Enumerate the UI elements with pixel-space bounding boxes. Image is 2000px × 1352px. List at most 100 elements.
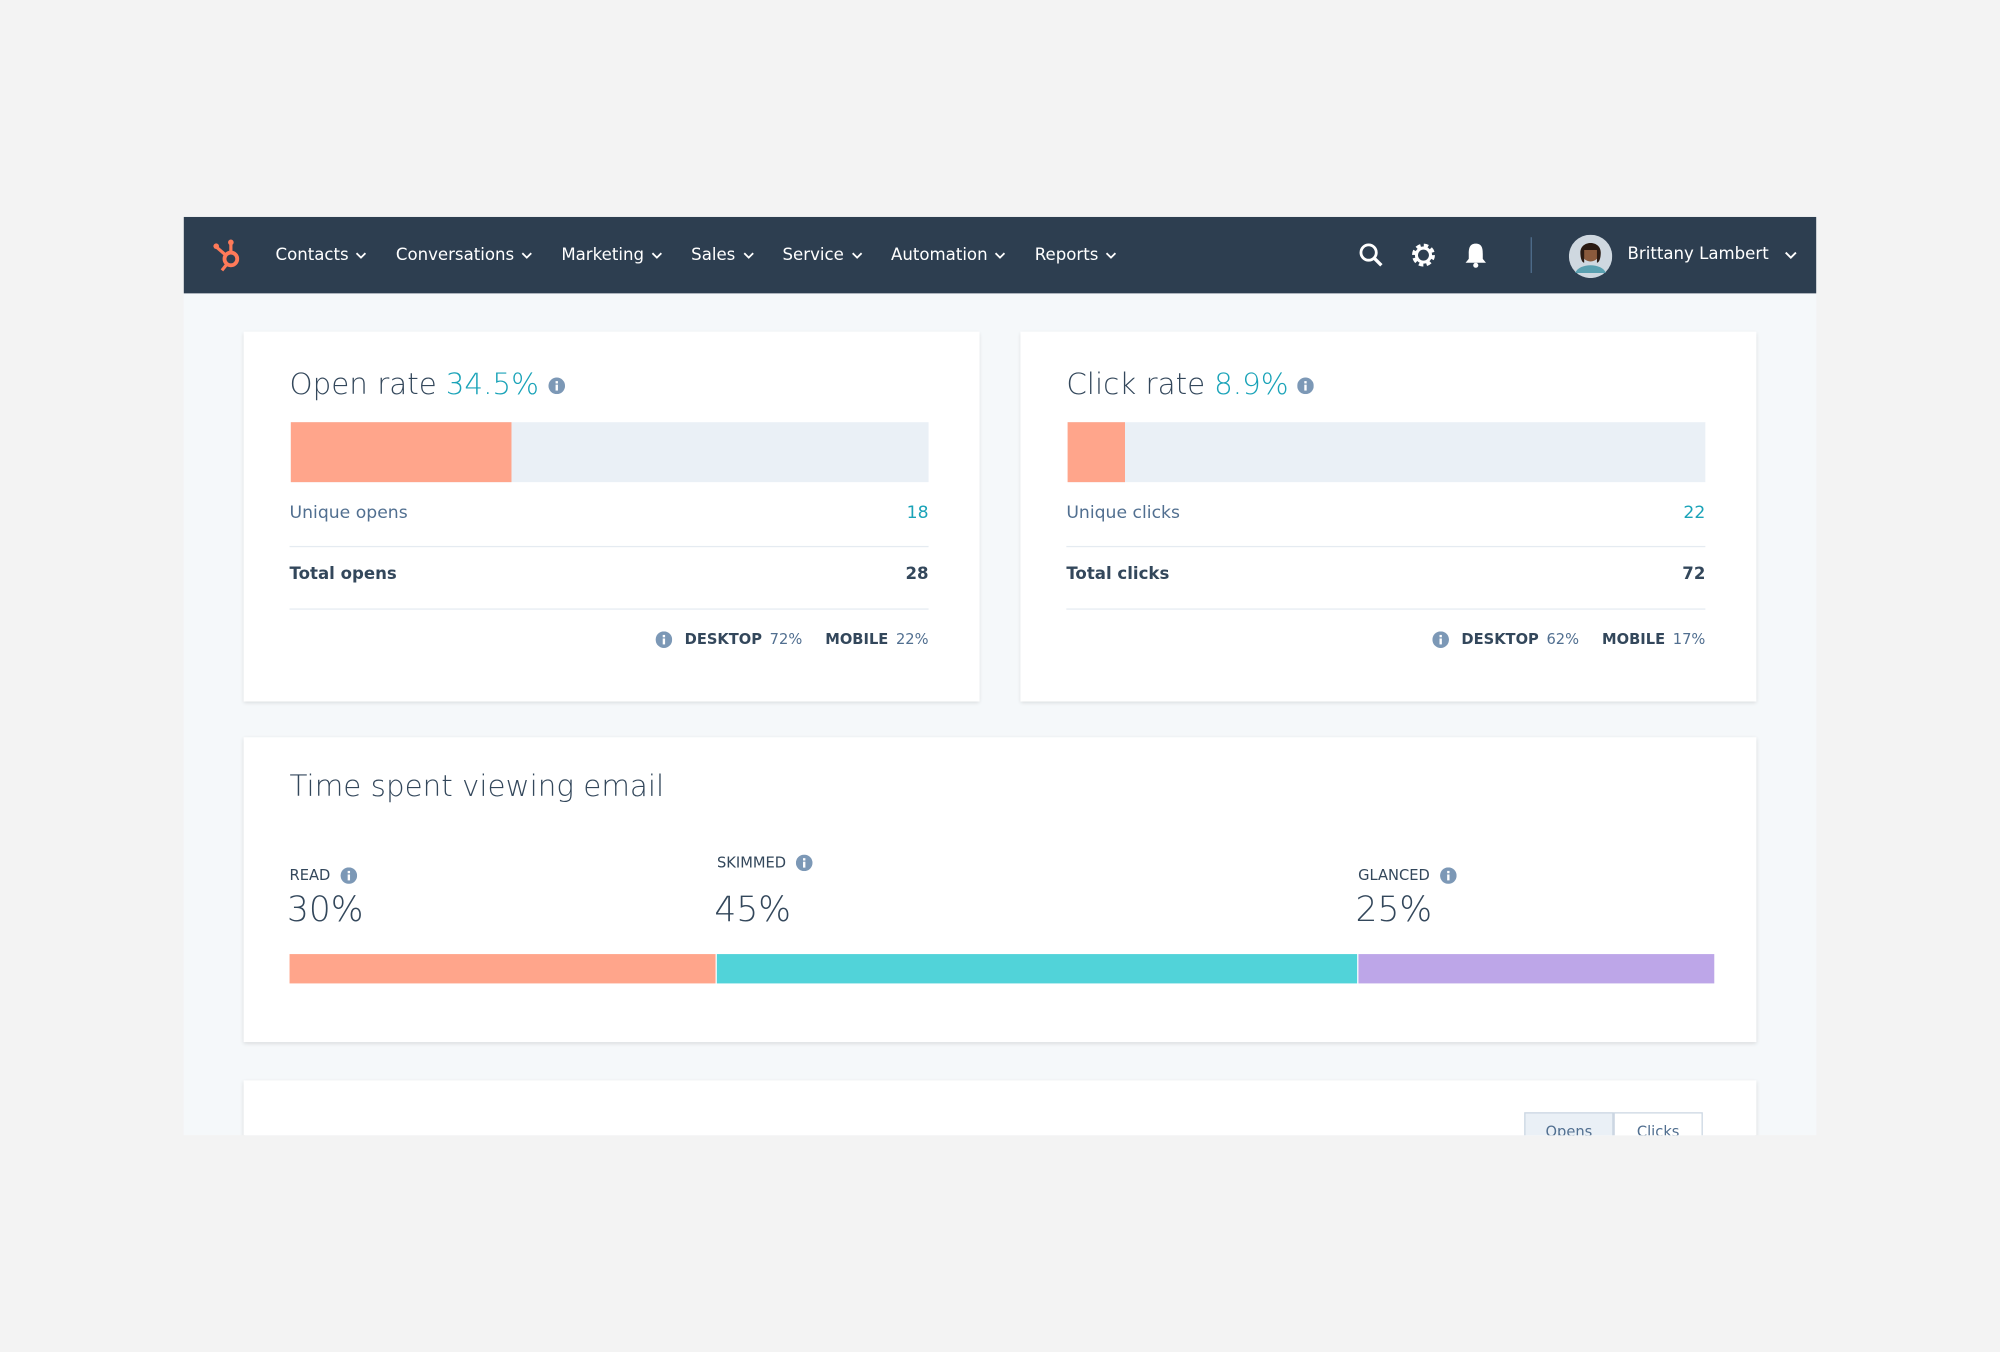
info-stem — [1304, 384, 1308, 390]
segment-value: 45% — [714, 890, 791, 930]
chevron-line — [651, 251, 662, 259]
rate-title: Open rate — [289, 368, 437, 402]
device-value: 72% — [769, 630, 803, 648]
device-stats: DESKTOP 62% MOBILE 17% — [1432, 630, 1705, 648]
device-value: 62% — [1546, 630, 1580, 648]
chevron — [995, 251, 1006, 259]
chevron-line — [521, 251, 533, 259]
rate-card: Open rate 34.5% Unique opens 18 Total opens 2… — [243, 331, 980, 702]
chevron-line — [851, 251, 862, 259]
time-spent-card: Time spent viewing email READ 30% SKIMMED 4… — [243, 737, 1757, 1043]
nav-item[interactable]: Sales — [691, 246, 754, 265]
info-icon[interactable] — [547, 376, 565, 394]
device-label: MOBILE — [1602, 630, 1666, 648]
chevron — [742, 251, 754, 259]
info-dot — [347, 870, 351, 873]
nav-label: Sales — [691, 245, 736, 265]
row-label: Total clicks — [1066, 565, 1170, 585]
nav-menu: Contacts Conversations Marketing Sales Servi… — [276, 217, 1118, 294]
segment-name: READ — [289, 866, 331, 884]
row-divider — [1066, 545, 1706, 548]
chevron-line — [1106, 251, 1117, 259]
chevron-line — [742, 251, 754, 259]
segment-label: SKIMMED — [717, 853, 813, 871]
nav-item[interactable]: Contacts — [276, 246, 368, 265]
card-title: Open rate 34.5% — [290, 369, 565, 402]
device-label: DESKTOP — [684, 630, 763, 648]
chevron — [851, 251, 862, 259]
nav-label: Conversations — [395, 245, 515, 265]
nav-divider — [1530, 237, 1532, 273]
card-title: Click rate 8.9% — [1066, 368, 1315, 402]
info-dot — [1304, 380, 1308, 383]
info-icon[interactable] — [1432, 630, 1449, 648]
nav-label: Service — [782, 245, 844, 265]
info-stem — [554, 384, 558, 390]
info-icon[interactable] — [1439, 866, 1457, 884]
info-dot — [1447, 870, 1450, 873]
user-name: Brittany Lambert — [1627, 244, 1769, 265]
nav-label: Automation — [891, 245, 988, 265]
rate-bar-track — [290, 422, 929, 483]
user-avatar[interactable] — [1568, 234, 1613, 279]
nav-item[interactable]: Reports — [1035, 246, 1118, 265]
row-divider — [1066, 608, 1706, 610]
nav-label: Contacts — [275, 245, 349, 265]
top-nav: Contacts Conversations Marketing Sales Servi… — [183, 216, 1817, 294]
info-stem — [662, 637, 665, 644]
chevron — [1784, 251, 1797, 259]
segment-name: GLANCED — [1358, 866, 1430, 884]
search-icon[interactable] — [1358, 242, 1384, 268]
device-label: DESKTOP — [1461, 630, 1539, 648]
rate-value: 8.9% — [1214, 368, 1289, 402]
segment-label: READ — [290, 866, 358, 884]
info-dot — [554, 380, 558, 383]
row-divider — [289, 545, 929, 548]
nav-item[interactable]: Conversations — [396, 246, 533, 265]
segment-value: 30% — [286, 890, 364, 930]
nav-item[interactable]: Service — [783, 246, 863, 265]
rate-value: 34.5% — [445, 368, 539, 402]
chevron — [356, 251, 367, 259]
device-value: 22% — [895, 630, 929, 648]
info-stem — [1439, 637, 1442, 644]
tab[interactable]: Opens — [1524, 1112, 1614, 1136]
chevron — [651, 251, 662, 259]
settings-icon[interactable] — [1409, 241, 1437, 269]
device-value: 17% — [1672, 630, 1706, 648]
chevron-line — [356, 251, 367, 259]
info-stem — [803, 861, 806, 867]
chevron-line — [995, 251, 1006, 259]
row-label: Unique clicks — [1066, 502, 1180, 523]
info-icon[interactable] — [1297, 376, 1315, 394]
rate-title: Click rate — [1066, 368, 1206, 402]
nav-item[interactable]: Marketing — [561, 246, 663, 265]
info-icon[interactable] — [655, 630, 672, 648]
info-icon[interactable] — [796, 853, 813, 871]
row-label: Unique opens — [289, 502, 408, 523]
info-dot — [1439, 634, 1442, 637]
nav-item[interactable]: Automation — [891, 246, 1007, 265]
tab[interactable]: Clicks — [1613, 1112, 1703, 1136]
chevron — [521, 251, 533, 259]
row-label: Total opens — [289, 565, 397, 585]
rate-bar-fill — [290, 422, 511, 483]
info-icon[interactable] — [340, 866, 358, 884]
info-stem — [1447, 873, 1450, 880]
card-title: Time spent viewing email — [289, 770, 665, 804]
info-dot — [803, 857, 806, 860]
notifications-icon[interactable] — [1464, 242, 1487, 268]
row-value: 72 — [1682, 565, 1706, 585]
rate-card: Click rate 8.9% Unique clicks 22 Total click… — [1020, 331, 1757, 702]
tab-group: Opens Clicks — [1524, 1112, 1703, 1136]
row-value: 28 — [905, 565, 929, 585]
logo[interactable] — [212, 237, 245, 273]
row-value: 22 — [1683, 502, 1706, 523]
nav-label: Reports — [1034, 245, 1099, 265]
segment-label: GLANCED — [1358, 866, 1457, 884]
rate-bar-fill — [1067, 422, 1125, 483]
segment-name: SKIMMED — [716, 853, 787, 872]
user-menu[interactable]: Brittany Lambert — [1628, 245, 1798, 264]
